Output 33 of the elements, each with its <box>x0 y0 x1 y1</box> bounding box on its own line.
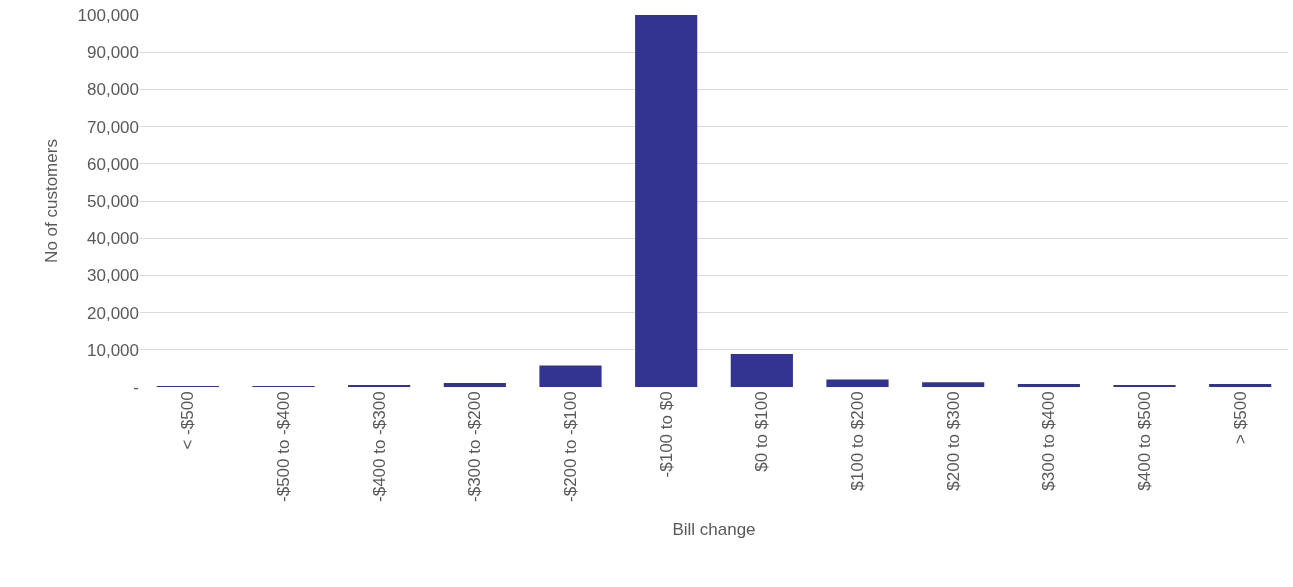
x-tick-label: $200 to $300 <box>943 391 963 491</box>
y-tick-label: 80,000 <box>87 80 139 100</box>
y-tick-label: 90,000 <box>87 43 139 63</box>
bar <box>922 382 985 387</box>
y-tick-label: 50,000 <box>87 191 139 211</box>
x-tick-label: -$300 to -$200 <box>465 391 485 502</box>
x-tick-label: < -$500 <box>178 391 198 450</box>
y-tick-label: 100,000 <box>77 5 139 25</box>
x-tick-label: -$400 to -$300 <box>369 391 389 502</box>
x-tick-label: -$100 to $0 <box>656 391 676 478</box>
y-tick-label: 10,000 <box>87 340 139 360</box>
bar <box>1209 384 1272 387</box>
x-tick-label: -$200 to -$100 <box>561 391 581 502</box>
bar <box>730 353 793 387</box>
x-axis-title: Bill change <box>672 520 756 540</box>
bar <box>1017 384 1080 387</box>
bar <box>635 15 698 387</box>
y-tick-label: 40,000 <box>87 229 139 249</box>
bar <box>539 365 602 387</box>
y-tick-label: 60,000 <box>87 154 139 174</box>
bar <box>443 382 506 387</box>
x-tick-label: $100 to $200 <box>848 391 868 491</box>
y-tick-label: 20,000 <box>87 303 139 323</box>
bar <box>826 379 889 387</box>
x-tick-label: $0 to $100 <box>752 391 772 472</box>
x-tick-label: > $500 <box>1230 391 1250 444</box>
y-tick-label: - <box>133 377 139 397</box>
y-tick-label: 70,000 <box>87 117 139 137</box>
x-tick-label: -$500 to -$400 <box>274 391 294 502</box>
x-tick-label: $300 to $400 <box>1039 391 1059 491</box>
y-axis-title: No of customers <box>42 139 62 263</box>
y-tick-label: 30,000 <box>87 266 139 286</box>
x-tick-label: $400 to $500 <box>1135 391 1155 491</box>
